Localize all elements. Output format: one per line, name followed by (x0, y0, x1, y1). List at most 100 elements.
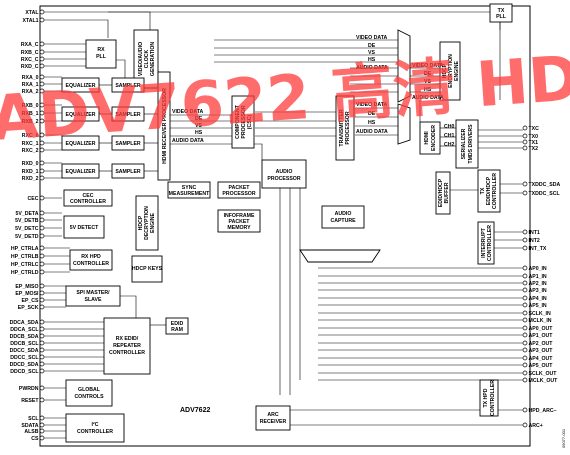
pin-rxb-2-terminal (39, 118, 45, 124)
svg-text:MEASUREMENT: MEASUREMENT (169, 191, 210, 197)
pin-ddca-scl-label: DDCA_SCL (10, 327, 39, 333)
svg-text:SERIALIZER: SERIALIZER (461, 128, 467, 159)
pin-ap4-in-label: AP4_IN (529, 296, 547, 302)
pin-txddc-sda-label: TXDDC_SDA (529, 182, 561, 188)
bus-de-top: DE (368, 43, 376, 49)
bus-ch2: CH2 (444, 142, 454, 148)
pin-rxd-c-label: RXD_C (21, 64, 39, 70)
pin-rxd-2: RXD_2 (22, 175, 45, 182)
svg-text:GLOBAL: GLOBAL (78, 387, 101, 393)
pin-rxc-c: RXC_C (21, 56, 45, 63)
pin-hp-ctrld-terminal (39, 269, 45, 275)
pin-cs: CS (31, 435, 45, 442)
pin-ap3-in: AP3_IN (522, 287, 547, 294)
pin-ddcc-scl-terminal (39, 354, 45, 360)
pin-hp-ctrla-label: HP_CTRLA (11, 246, 39, 252)
pin-ap1-out: AP1_OUT (522, 332, 553, 339)
pin-ddcb-scl-label: DDCB_SCL (10, 341, 39, 347)
svg-text:GENERATION: GENERATION (150, 42, 156, 76)
pin-ddca-scl: DDCA_SCL (10, 326, 45, 333)
pin-ap1-out-terminal (522, 332, 528, 338)
bus-hs-tx: HS (368, 120, 376, 126)
pin-reset: RESET (21, 397, 45, 404)
svg-text:REPEATER: REPEATER (113, 343, 141, 349)
pin-tx2-label: TX2 (529, 146, 539, 152)
svg-text:PLL: PLL (496, 14, 507, 20)
pin-xtal-label: XTAL (25, 10, 39, 16)
block-video-mux (397, 29, 411, 145)
pin-tx0-label: TX0 (529, 134, 539, 140)
block-equalizer-c: EQUALIZER (61, 135, 100, 151)
pin-rxb-1-terminal (39, 110, 45, 116)
pin-ddcd-sda-label: DDCD_SDA (10, 362, 39, 368)
pin-ap4-out-label: AP4_OUT (529, 356, 554, 362)
block-equalizer-b: EQUALIZER (61, 106, 100, 122)
pin-5v-deta: 5V_DETA (16, 210, 45, 217)
svg-text:CONTROLLER: CONTROLLER (73, 261, 109, 267)
pin-int2-terminal (522, 237, 528, 243)
pin-5v-deta-terminal (39, 210, 45, 216)
pin-rxa-2-terminal (39, 88, 45, 94)
pin-ddca-sda-label: DDCA_SDA (10, 320, 39, 326)
svg-text:SAMPLER: SAMPLER (115, 112, 141, 118)
pin-rxa-1-label: RXA_1 (22, 82, 39, 88)
pin-sclk-out-terminal (522, 370, 528, 376)
pin-hp-ctrlb-terminal (39, 253, 45, 259)
pin-rxb-2: RXB_2 (22, 118, 45, 125)
pin-ap0-out-label: AP0_OUT (529, 326, 554, 332)
svg-text:EQUALIZER: EQUALIZER (66, 112, 96, 118)
pin-arc-plus: ARC+ (522, 422, 543, 429)
pin-rxd-0: RXD_0 (22, 160, 45, 167)
pin-rxd-1-terminal (39, 168, 45, 174)
pin-int2: INT2 (522, 237, 540, 244)
pin-xtal1: XTAL1 (22, 17, 45, 24)
block-spi: SPI MASTER/SLAVE (65, 285, 121, 307)
bus-de-rx: DE (195, 116, 203, 122)
pin-hp-ctrla-terminal (39, 245, 45, 251)
block-hdcp-encryption: HDCP ENCRYPTION ENGINE (439, 41, 461, 101)
pin-mclk-in-terminal (522, 317, 528, 323)
svg-text:CONTROLLER: CONTROLLER (490, 380, 496, 416)
pin-txddc-scl-terminal (522, 190, 528, 196)
block-clock-generation: VIDEO/AUDIO CLOCK GENERATION (133, 29, 159, 89)
pin-ep-miso-terminal (39, 283, 45, 289)
block-edid-hdcp-buffer: EDID/HDCP BUFFER (435, 171, 451, 215)
svg-text:RECEIVER: RECEIVER (260, 419, 287, 425)
pin-hp-ctrld: HP_CTRLD (11, 269, 45, 276)
block-hdcp-decryption: HDCP DECRYPTION ENGINE (135, 195, 159, 251)
svg-text:MEMORY: MEMORY (227, 225, 251, 231)
pin-hp-ctrlb-label: HP_CTRLB (11, 254, 39, 260)
chip-outline (39, 5, 531, 447)
pin-rxd-2-label: RXD_2 (22, 176, 39, 182)
pin-sclk-in: SCLK_IN (522, 310, 551, 317)
pin-rxc-0-terminal (39, 132, 45, 138)
svg-text:SAMPLER: SAMPLER (115, 141, 141, 147)
bus-video-data-tx: VIDEO DATA (356, 102, 387, 108)
signal-wires (44, 11, 523, 439)
svg-text:CAPTURE: CAPTURE (330, 218, 356, 224)
pin-ap4-out: AP4_OUT (522, 355, 554, 362)
pin-arc-plus-terminal (522, 422, 528, 428)
pin-rxd-c: RXD_C (21, 63, 45, 70)
bus-labels: VIDEO DATA DE VS HS AUDIO DATA VIDEO DAT… (172, 35, 454, 148)
svg-text:ENCRYPTION: ENCRYPTION (448, 54, 454, 88)
pin-rxc-c-label: RXC_C (21, 57, 39, 63)
svg-text:TX: TX (498, 8, 505, 14)
pin-ddca-sda: DDCA_SDA (10, 319, 45, 326)
svg-text:SAMPLER: SAMPLER (115, 169, 141, 175)
pin-hp-ctrla: HP_CTRLA (11, 245, 45, 252)
pin-ap5-in: AP5_IN (522, 302, 547, 309)
pin-mclk-out-terminal (522, 377, 528, 383)
pin-ddcd-sda: DDCD_SDA (10, 361, 45, 368)
block-5v-detect: 5V DETECT (63, 215, 105, 239)
svg-text:AUDIO: AUDIO (335, 211, 352, 217)
pin-ddca-sda-terminal (39, 319, 45, 325)
pin-ddcb-sda-terminal (39, 333, 45, 339)
pin-ddcd-scl: DDCD_SCL (10, 368, 45, 375)
pin-ap0-in-terminal (522, 265, 528, 271)
